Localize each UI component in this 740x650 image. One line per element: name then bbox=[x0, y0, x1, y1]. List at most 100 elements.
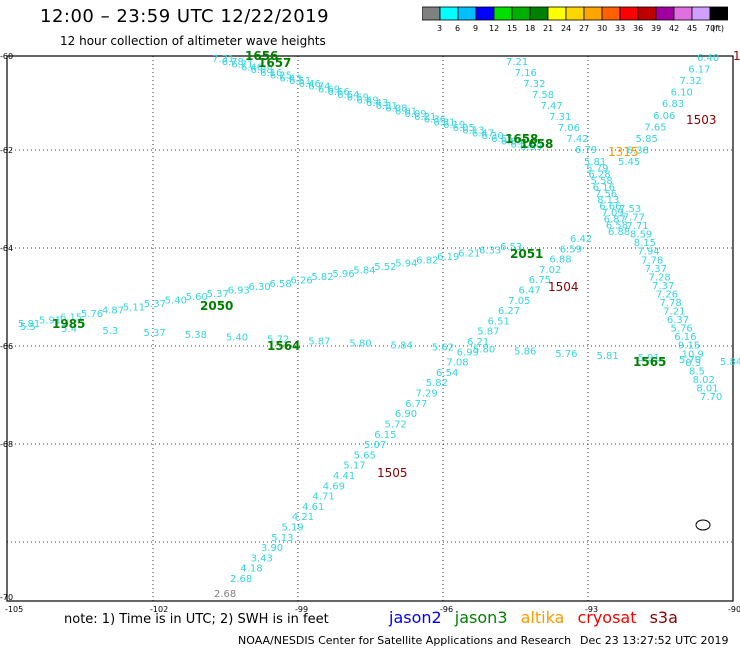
swh-label: 6.19 bbox=[437, 252, 459, 263]
swh-label: 6.25 bbox=[270, 71, 292, 82]
time-label-jason3: 2051 bbox=[510, 247, 543, 261]
swh-label: 7.37 bbox=[652, 281, 674, 292]
swh-label: 7.94 bbox=[637, 247, 659, 258]
swh-label: 5.84 bbox=[353, 265, 375, 276]
swh-label: 5.76 bbox=[555, 349, 577, 360]
swh-label: 7.28 bbox=[648, 272, 670, 283]
time-label-cryosat: 1505 bbox=[377, 466, 408, 480]
swh-label: 7.21 bbox=[663, 307, 685, 318]
swh-label: 5.07 bbox=[364, 440, 386, 451]
swh-label: 4.71 bbox=[312, 492, 334, 503]
swh-label: 6.66 bbox=[328, 87, 350, 98]
swh-label: 6.38 bbox=[627, 145, 649, 156]
scale-swatch bbox=[709, 6, 728, 21]
swh-label: 6.53 bbox=[500, 242, 522, 253]
swh-label: 6.31 bbox=[433, 117, 455, 128]
plot-frame bbox=[6, 55, 734, 602]
swh-label: 6.88 bbox=[549, 255, 571, 266]
swh-label: 6.71 bbox=[231, 60, 253, 71]
swh-label: 6.13 bbox=[462, 126, 484, 137]
scale-tick-label: 70 bbox=[705, 24, 715, 33]
scale-tick-label: 18 bbox=[525, 24, 535, 33]
swh-label: 5.58 bbox=[591, 176, 613, 187]
time-label-jason3: 1656 bbox=[245, 49, 278, 63]
swh-label: 7.31 bbox=[549, 112, 571, 123]
scale-tick-label: 45 bbox=[687, 24, 697, 33]
island-outline bbox=[695, 519, 711, 531]
swh-label: 6.77 bbox=[405, 399, 427, 410]
time-label-jason3: 1564 bbox=[267, 339, 300, 353]
swh-label: 5.13 bbox=[271, 533, 293, 544]
swh-label-grey: 2.68 bbox=[214, 589, 236, 600]
swh-label: 5.91 bbox=[638, 353, 660, 364]
swh-label: 7.02 bbox=[539, 265, 561, 276]
swh-label: 7.31 bbox=[212, 54, 234, 65]
x-tick-label: -102 bbox=[150, 605, 168, 614]
swh-label: 4.41 bbox=[333, 471, 355, 482]
swh-label: 6.27 bbox=[498, 306, 520, 317]
swh-label: 5.40 bbox=[226, 332, 248, 343]
swh-label: 7.16 bbox=[515, 68, 537, 79]
swh-label: 5.87 bbox=[477, 327, 499, 338]
swh-label: 6.59 bbox=[520, 142, 542, 153]
swh-label: 5.37 bbox=[144, 299, 166, 310]
y-tick-label: -62 bbox=[0, 146, 13, 155]
swh-label: 5.3 bbox=[102, 326, 118, 337]
legend-altika: altika bbox=[520, 608, 565, 627]
y-tick-label: -70 bbox=[0, 593, 13, 602]
time-label-jason3: 1565 bbox=[633, 355, 666, 369]
swh-label: 5.79 bbox=[586, 163, 608, 174]
swh-label: 6.15 bbox=[60, 312, 82, 323]
scale-tick-label: 24 bbox=[561, 24, 571, 33]
swh-label: 6.82 bbox=[416, 255, 438, 266]
swh-label: 7.77 bbox=[623, 213, 645, 224]
satellite-legend: jason2 jason3 altika cryosat s3a bbox=[389, 608, 686, 627]
swh-label: 5.52 bbox=[374, 262, 396, 273]
time-label-jason3: 1658 bbox=[520, 137, 553, 151]
swh-label: 6.05 bbox=[453, 123, 475, 134]
swh-label: 5.72 bbox=[385, 419, 407, 430]
swh-label: 6.16 bbox=[260, 68, 282, 79]
swh-label: 5.37 bbox=[144, 328, 166, 339]
swh-label: 5.94 bbox=[395, 259, 417, 270]
swh-label: 6.21 bbox=[467, 337, 489, 348]
swh-label: 6.65 bbox=[491, 134, 513, 145]
swh-label: 5.60 bbox=[186, 292, 208, 303]
swh-label: 5.87 bbox=[308, 336, 330, 347]
swh-label: 7.70 bbox=[700, 392, 722, 403]
x-tick-label: -99 bbox=[295, 605, 308, 614]
swh-label: 6.93 bbox=[228, 286, 250, 297]
swh-label: 5.76 bbox=[81, 309, 103, 320]
swh-label: 5.96 bbox=[332, 269, 354, 280]
swh-label: 6.59 bbox=[560, 244, 582, 255]
swh-label: 9.15 bbox=[678, 341, 700, 352]
swh-label: 6.10 bbox=[671, 88, 693, 99]
swh-label: 6.65 bbox=[501, 137, 523, 148]
map-subtitle: 12 hour collection of altimeter wave hei… bbox=[60, 34, 326, 48]
swh-label: 6.40 bbox=[697, 53, 719, 64]
swh-label: 4.69 bbox=[323, 481, 345, 492]
swh-label: 6.08 bbox=[251, 65, 273, 76]
swh-label: 7.78 bbox=[660, 298, 682, 309]
scale-tick-label: 33 bbox=[615, 24, 625, 33]
y-tick-label: -66 bbox=[0, 342, 13, 351]
swh-label: 6.30 bbox=[249, 282, 271, 293]
swh-label: 5.11 bbox=[123, 302, 145, 313]
swh-label: 5.62 bbox=[432, 343, 454, 354]
legend-cryosat: cryosat bbox=[577, 608, 637, 627]
swh-label: 6.66 bbox=[599, 202, 621, 213]
swh-label: 6.43 bbox=[279, 73, 301, 84]
swh-label: 5.76 bbox=[671, 324, 693, 335]
swh-label: 4.87 bbox=[102, 306, 124, 317]
swh-label: 7.71 bbox=[626, 221, 648, 232]
color-scale-bar: 3 6 9 12 15 18 21 24 27 30 33 36 39 42 45 70(ft) bbox=[422, 6, 728, 33]
swh-label: 7.06 bbox=[558, 123, 580, 134]
swh-label: 4.61 bbox=[302, 502, 324, 513]
time-label-jason3: 1985 bbox=[52, 317, 85, 331]
swh-label: 6.54 bbox=[436, 368, 458, 379]
swh-label: 5.72 bbox=[267, 334, 289, 345]
swh-label: 6.36 bbox=[424, 115, 446, 126]
swh-label: 5.4 bbox=[61, 324, 77, 335]
swh-label: 5.38 bbox=[185, 330, 207, 341]
